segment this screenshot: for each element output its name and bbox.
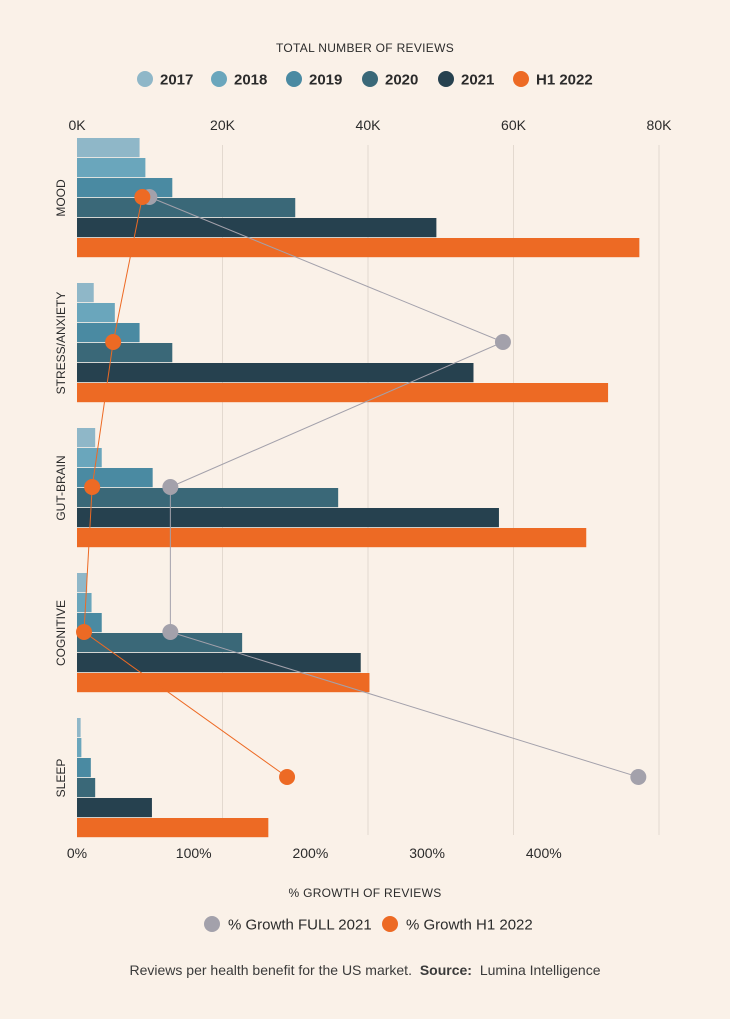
category-label-sleep: SLEEP: [54, 759, 68, 798]
legend-swatch-2021: [438, 71, 454, 87]
category-label-stress-anxiety: STRESS/ANXIETY: [54, 292, 68, 395]
category-label-mood: MOOD: [54, 179, 68, 217]
bar-gut-brain-2017: [77, 428, 96, 448]
legend-swatch-2019: [286, 71, 302, 87]
growth-point-growth-h1-2022-mood: [134, 189, 151, 205]
top-legend: 2017 2018 2019 2020 2021 H1 2022: [137, 71, 593, 89]
bar-mood-2018: [77, 158, 146, 178]
top-tick-label: 60K: [501, 117, 527, 133]
growth-points: [76, 189, 647, 785]
bar-gut-brain-2020: [77, 488, 339, 508]
legend-swatch-growth-h1-2022: [382, 916, 398, 932]
growth-point-growth-h1-2022-cognitive: [76, 624, 93, 640]
caption-source-value: Lumina Intelligence: [480, 962, 601, 978]
bar-cognitive-2021: [77, 653, 361, 673]
bar-cognitive-2018: [77, 593, 92, 613]
bottom-legend: % Growth FULL 2021 % Growth H1 2022: [204, 916, 533, 934]
bar-sleep-2019: [77, 758, 91, 778]
bottom-tick-label: 400%: [526, 845, 562, 861]
top-tick-label: 0K: [68, 117, 86, 133]
bottom-tick-label: 0%: [67, 845, 87, 861]
growth-point-growth-h1-2022-stress-anxiety: [105, 334, 122, 350]
bar-mood-2020: [77, 198, 296, 218]
labels: 0K 20K 40K 60K 80K 0% 100% 200% 300% 400% MOOD STRE…: [54, 117, 672, 861]
bottom-axis-title: % GROWTH OF REVIEWS: [288, 886, 441, 900]
bar-mood-2019: [77, 178, 173, 198]
bar-stress-anxiety-2017: [77, 283, 94, 303]
bar-stress-anxiety-h1-2022: [77, 383, 609, 403]
legend-label-2017: 2017: [160, 72, 193, 89]
growth-point-growth-h1-2022-gut-brain: [84, 479, 101, 495]
category-label-cognitive: COGNITIVE: [54, 600, 68, 666]
category-label-gut-brain: GUT-BRAIN: [54, 455, 68, 520]
bar-gut-brain-2018: [77, 448, 102, 468]
legend-swatch-2017: [137, 71, 153, 87]
legend-swatch-h1-2022: [513, 71, 529, 87]
caption: Reviews per health benefit for the US ma…: [129, 962, 600, 978]
bar-cognitive-h1-2022: [77, 673, 370, 693]
top-tick-label: 80K: [647, 117, 673, 133]
growth-point-growth-h1-2022-sleep: [279, 769, 296, 785]
caption-text: Reviews per health benefit for the US ma…: [129, 962, 411, 978]
bar-sleep-2017: [77, 718, 81, 738]
bars: [77, 138, 640, 838]
legend-swatch-2018: [211, 71, 227, 87]
bar-stress-anxiety-2018: [77, 303, 115, 323]
legend-label-h1-2022: H1 2022: [536, 72, 593, 89]
bar-stress-anxiety-2020: [77, 343, 173, 363]
legend-swatch-2020: [362, 71, 378, 87]
bar-stress-anxiety-2021: [77, 363, 474, 383]
bar-sleep-h1-2022: [77, 818, 269, 838]
growth-point-growth-full-2021-cognitive: [162, 624, 179, 640]
bar-gut-brain-h1-2022: [77, 528, 587, 548]
bottom-tick-label: 300%: [409, 845, 445, 861]
bar-sleep-2021: [77, 798, 152, 818]
bar-mood-2021: [77, 218, 437, 238]
legend-label-2021: 2021: [461, 72, 494, 89]
growth-point-growth-full-2021-gut-brain: [162, 479, 179, 495]
top-tick-label: 40K: [356, 117, 382, 133]
bottom-tick-label: 200%: [292, 845, 328, 861]
legend-label-growth-h1-2022: % Growth H1 2022: [406, 917, 533, 934]
bar-cognitive-2020: [77, 633, 243, 653]
top-tick-label: 20K: [210, 117, 236, 133]
bar-mood-h1-2022: [77, 238, 640, 258]
growth-point-growth-full-2021-sleep: [630, 769, 647, 785]
caption-source-label: Source:: [420, 962, 472, 978]
bar-cognitive-2017: [77, 573, 88, 593]
top-axis-title: TOTAL NUMBER OF REVIEWS: [276, 41, 454, 55]
bar-mood-2017: [77, 138, 140, 158]
bar-sleep-2020: [77, 778, 96, 798]
bottom-tick-label: 100%: [176, 845, 212, 861]
legend-label-growth-full-2021: % Growth FULL 2021: [228, 917, 372, 934]
bar-sleep-2018: [77, 738, 82, 758]
legend-swatch-growth-full-2021: [204, 916, 220, 932]
legend-label-2018: 2018: [234, 72, 267, 89]
bar-gut-brain-2021: [77, 508, 499, 528]
legend-label-2019: 2019: [309, 72, 342, 89]
growth-point-growth-full-2021-stress-anxiety: [494, 334, 511, 350]
legend-label-2020: 2020: [385, 72, 418, 89]
bar-stress-anxiety-2019: [77, 323, 140, 343]
